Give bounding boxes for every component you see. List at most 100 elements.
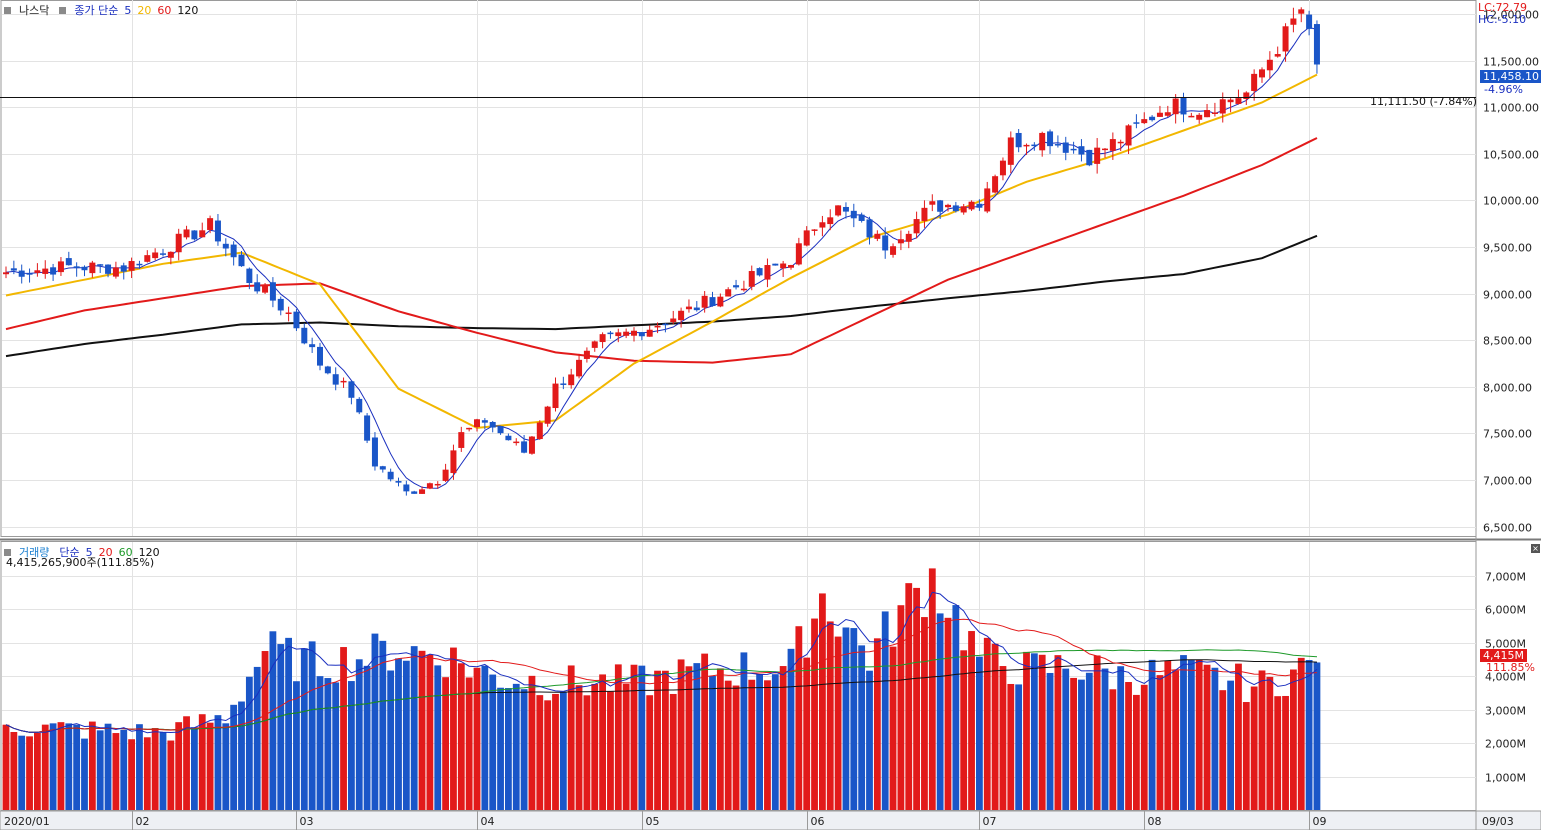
volume-bar [693, 663, 701, 810]
price-ma-period-60: 60 [157, 3, 172, 17]
candle-body [18, 270, 25, 277]
volume-badge: 4,415M [1480, 649, 1527, 662]
candle-body [568, 374, 575, 386]
candle-body [528, 436, 535, 454]
candle-body [1125, 125, 1132, 146]
volume-bar [1290, 669, 1297, 810]
candle-body [293, 311, 300, 329]
x-tick-label: 04 [481, 815, 495, 828]
candle-body [811, 229, 818, 231]
volume-bar [881, 611, 889, 810]
candle-body [497, 426, 504, 434]
candle-body [238, 254, 245, 267]
candle-body [1007, 137, 1014, 165]
volume-bar [1148, 659, 1156, 810]
volume-bar [183, 716, 190, 810]
volume-bar [811, 618, 818, 810]
x-tick-label: 2020/01 [4, 815, 50, 828]
lc-value: LC:72.79 [1478, 1, 1528, 14]
candle-body [371, 437, 378, 467]
candle-body [733, 285, 740, 288]
volume-bar [450, 647, 457, 810]
volume-bar [1227, 680, 1234, 810]
candle-body [874, 233, 881, 239]
candle-body [285, 312, 292, 315]
volume-bar [646, 695, 654, 810]
volume-bar [1085, 672, 1093, 810]
candle-body [552, 383, 559, 409]
volume-ma20-line [5, 618, 1318, 733]
volume-bar [222, 723, 230, 810]
candle-body [1298, 9, 1305, 14]
candle-body [144, 255, 151, 262]
volume-bar [905, 583, 913, 810]
volume-bar [73, 724, 81, 810]
volume-bar [897, 605, 905, 810]
volume-tick-label: 5,000M [1485, 638, 1526, 651]
reference-line-label: 11,111.50 (-7.84%) [1370, 95, 1477, 108]
candle-body [34, 270, 41, 273]
candle-body [246, 268, 253, 284]
candle-body [599, 334, 606, 343]
candle-body [591, 341, 598, 348]
volume-badge-pct: 111.85% [1486, 661, 1535, 674]
candle-body [921, 207, 928, 221]
volume-info: 4,415,265,900주(111.85%) [6, 556, 155, 569]
volume-bar [316, 676, 324, 810]
volume-bar [49, 723, 57, 810]
volume-bar [112, 733, 120, 810]
candle-body [81, 266, 88, 271]
candle-body [89, 262, 96, 274]
price-tick-label: 12,000.00 [1483, 9, 1539, 22]
candle-body [1204, 110, 1211, 118]
candle-body [1251, 73, 1258, 91]
volume-tick-label: 3,000M [1485, 705, 1526, 718]
candle-body [866, 219, 873, 238]
volume-bar [57, 722, 65, 810]
candle-body [73, 266, 80, 269]
price-tick-label: 6,500.00 [1483, 522, 1532, 535]
candle-body [340, 380, 347, 383]
volume-bar [559, 691, 567, 810]
volume-ma-period-5: 5 [85, 545, 93, 559]
candle-body [1290, 18, 1297, 25]
volume-bar [1038, 654, 1046, 810]
candle-body [1211, 112, 1218, 114]
volume-bar [128, 739, 135, 810]
candle-body [1149, 116, 1156, 121]
candle-body [999, 160, 1006, 176]
volume-bar [81, 738, 88, 810]
pane-close-icon[interactable]: × [1531, 544, 1540, 553]
volume-bar [724, 680, 732, 810]
volume-bar [1046, 672, 1054, 810]
candle-body [403, 484, 410, 492]
volume-bar [850, 628, 858, 810]
candle-body [505, 435, 512, 441]
candle-body [183, 229, 190, 238]
candle-body [803, 230, 810, 246]
volume-bar [1007, 683, 1015, 810]
candle-body [356, 398, 363, 413]
candle-body [1306, 14, 1313, 29]
candle-body [317, 346, 323, 366]
volume-bar [913, 587, 920, 810]
volume-bar [1133, 694, 1140, 810]
volume-bar [214, 715, 222, 810]
candle-body [670, 318, 677, 323]
volume-bar [1211, 667, 1219, 810]
volume-bar [136, 724, 143, 810]
volume-bar [1164, 660, 1172, 810]
candle-body [968, 201, 975, 210]
candle-body [1086, 149, 1093, 166]
candle-body [207, 218, 214, 230]
volume-bar [481, 665, 489, 810]
volume-bar [167, 740, 175, 810]
volume-bar [1062, 668, 1070, 810]
candle-body [819, 222, 826, 228]
candle-body [10, 268, 17, 271]
candle-body [191, 230, 198, 240]
x-tick-label: 09/03 [1482, 815, 1514, 828]
candle-body [395, 481, 402, 483]
candle-body [466, 427, 473, 430]
volume-bar [10, 731, 18, 810]
